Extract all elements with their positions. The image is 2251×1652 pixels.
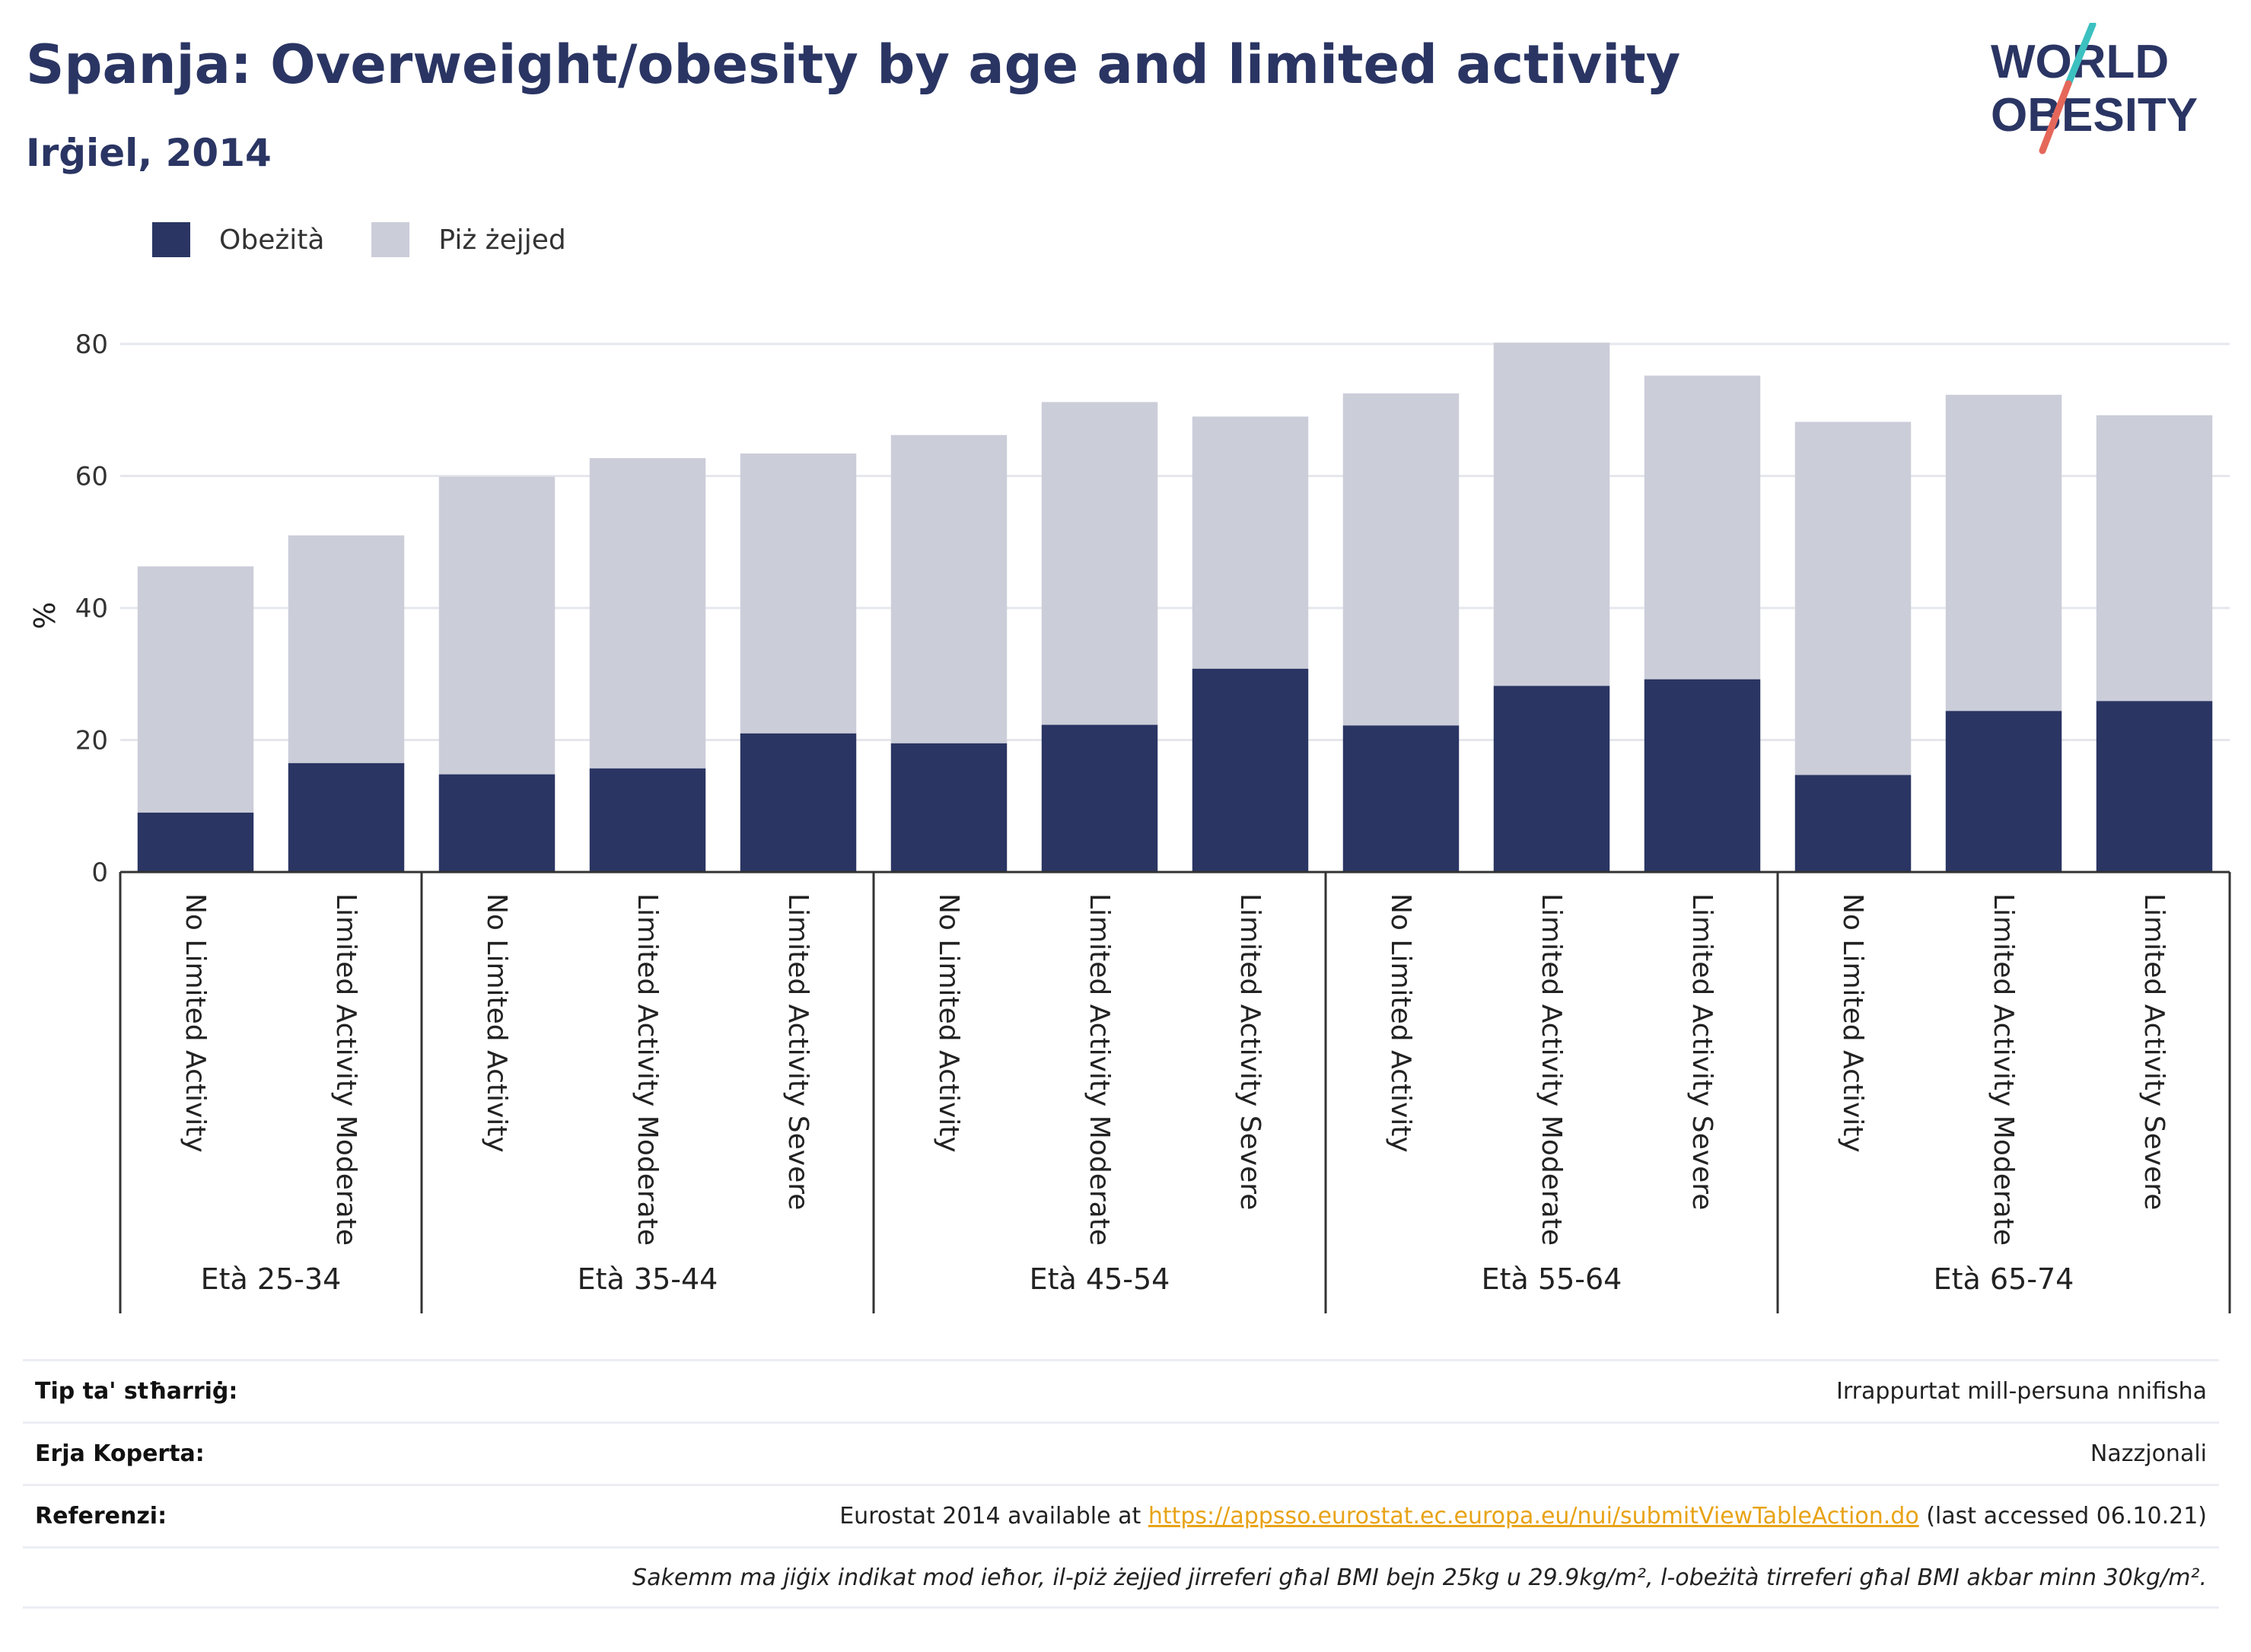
chart-subtitle: Irġiel, 2014 — [26, 131, 272, 175]
legend-item-overweight[interactable]: Piż żejjed — [371, 222, 566, 257]
world-obesity-logo: WORLD OBESITY — [1991, 23, 2198, 154]
bar-overweight — [137, 566, 254, 813]
x-tick-label: Limited Activity Moderate — [1988, 893, 2019, 1246]
x-tick-label: Limited Activity Moderate — [1536, 893, 1567, 1246]
bar-overweight — [1342, 393, 1460, 726]
meta-val-survey-type: Irrappurtat mill-persuna nnifisha — [1836, 1378, 2207, 1405]
bar-overweight — [1041, 402, 1158, 725]
x-tick-label: No Limited Activity — [933, 893, 964, 1153]
bar-obese — [137, 812, 254, 872]
meta-val-references: Eurostat 2014 available at https://appss… — [839, 1503, 2207, 1529]
bar-obese — [1041, 724, 1158, 872]
bar-obese — [1945, 711, 2062, 872]
logo-text-obesity: OBESITY — [1991, 89, 2198, 142]
bar-obese — [740, 733, 857, 872]
x-tick-label: Limited Activity Moderate — [1084, 893, 1115, 1246]
bar-obese — [1794, 775, 1912, 872]
bar-obese — [589, 768, 706, 872]
meta-row-note: Sakemm ma jiġix indikat mod ieħor, il-pi… — [23, 1546, 2219, 1609]
x-tick-label: Limited Activity Severe — [2138, 893, 2170, 1210]
bar-overweight — [288, 535, 405, 763]
group-label: Età 25-34 — [201, 1262, 342, 1296]
bar-overweight — [438, 476, 556, 775]
legend-item-obese[interactable]: Obeżità — [152, 222, 324, 257]
bar-obese — [890, 743, 1008, 872]
reference-link[interactable]: https://appsso.eurostat.ec.europa.eu/nui… — [1148, 1503, 1919, 1529]
meta-key-references: Referenzi: — [35, 1503, 167, 1529]
bar-overweight — [1192, 416, 1309, 669]
bar-obese — [1342, 725, 1460, 872]
bar-obese — [1192, 668, 1309, 872]
bar-overweight — [1794, 422, 1912, 775]
bar-obese — [1493, 686, 1610, 872]
legend-label-obese: Obeżità — [219, 224, 325, 256]
group-label: Età 35-44 — [578, 1262, 718, 1296]
meta-val-coverage: Nazzjonali — [2090, 1440, 2207, 1467]
x-tick-label: No Limited Activity — [481, 893, 512, 1153]
legend-swatch-overweight — [371, 222, 410, 257]
bar-overweight — [740, 454, 857, 734]
bar-overweight — [1945, 394, 2062, 711]
bar-overweight — [589, 458, 706, 769]
x-tick-label: Limited Activity Moderate — [632, 893, 663, 1246]
x-tick-label: No Limited Activity — [1837, 893, 1868, 1153]
y-tick-label: 80 — [75, 329, 108, 360]
bmi-definition-note: Sakemm ma jiġix indikat mod ieħor, il-pi… — [632, 1564, 2207, 1591]
legend-swatch-obese — [152, 222, 190, 257]
metadata-table: Tip ta' stħarriġ: Irrappurtat mill-persu… — [23, 1359, 2219, 1609]
bar-overweight — [1493, 342, 1610, 686]
y-tick-label: 40 — [75, 594, 108, 624]
bar-overweight — [1644, 375, 1761, 680]
ref-suffix: (last accessed 06.10.21) — [1918, 1503, 2207, 1529]
bar-obese — [2096, 701, 2213, 872]
logo-slash-top — [2065, 23, 2097, 88]
chart-legend: Obeżità Piż żejjed — [152, 222, 613, 257]
group-label: Età 55-64 — [1482, 1262, 1622, 1296]
meta-row-coverage: Erja Koperta: Nazzjonali — [23, 1421, 2219, 1484]
ref-prefix: Eurostat 2014 available at — [839, 1503, 1148, 1529]
bar-chart: 0 20 40 60 80% No Limited Activity Limited Act… — [28, 329, 2231, 1313]
bar-overweight — [2096, 415, 2213, 702]
meta-row-survey-type: Tip ta' stħarriġ: Irrappurtat mill-persu… — [23, 1359, 2219, 1421]
bar-obese — [1644, 679, 1761, 872]
meta-row-references: Referenzi: Eurostat 2014 available at ht… — [23, 1484, 2219, 1546]
y-tick-label: 60 — [75, 462, 108, 492]
bar-obese — [288, 762, 405, 872]
logo-slash-bottom — [2039, 80, 2072, 154]
meta-key-coverage: Erja Koperta: — [35, 1440, 205, 1467]
x-tick-label: Limited Activity Severe — [1686, 893, 1718, 1210]
legend-label-overweight: Piż żejjed — [438, 224, 566, 256]
x-tick-label: No Limited Activity — [1385, 893, 1416, 1153]
y-tick-label: 0 — [91, 858, 108, 888]
bar-obese — [438, 774, 556, 872]
bar-overweight — [890, 434, 1008, 743]
x-tick-label: Limited Activity Severe — [782, 893, 813, 1210]
x-tick-label: Limited Activity Severe — [1234, 893, 1266, 1210]
x-tick-label: No Limited Activity — [180, 893, 211, 1153]
y-tick-label: 20 — [75, 726, 108, 756]
x-tick-label: Limited Activity Moderate — [330, 893, 361, 1246]
group-label: Età 45-54 — [1030, 1262, 1170, 1296]
y-axis-label: % — [28, 602, 62, 629]
meta-key-survey-type: Tip ta' stħarriġ: — [35, 1378, 238, 1405]
chart-title: Spanja: Overweight/obesity by age and li… — [26, 33, 1681, 96]
group-label: Età 65-74 — [1934, 1262, 2074, 1296]
